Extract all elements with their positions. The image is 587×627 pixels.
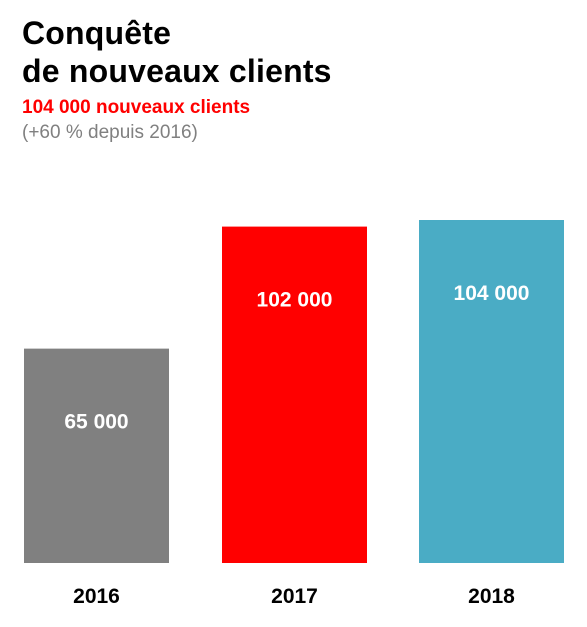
bar-value-label-2018: 104 000 bbox=[454, 282, 530, 305]
x-tick-label-2018: 2018 bbox=[468, 585, 515, 608]
growth-note: (+60 % depuis 2016) bbox=[22, 122, 198, 143]
chart-title-line-2: de nouveaux clients bbox=[22, 53, 332, 89]
chart-title-line-1: Conquête bbox=[22, 15, 172, 51]
bar-2016 bbox=[24, 348, 169, 563]
bar-value-label-2016: 65 000 bbox=[64, 411, 128, 434]
highlight-total: 104 000 nouveaux clients bbox=[22, 97, 251, 118]
bar-2018 bbox=[419, 220, 564, 563]
chart-title: Conquête de nouveaux clients bbox=[22, 14, 332, 90]
x-tick-label-2017: 2017 bbox=[271, 585, 318, 608]
x-tick-label-2016: 2016 bbox=[73, 585, 120, 608]
bar-2017 bbox=[222, 226, 367, 563]
bar-value-label-2017: 102 000 bbox=[257, 289, 333, 312]
